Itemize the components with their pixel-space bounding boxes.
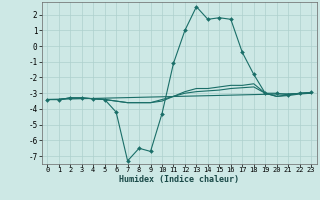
X-axis label: Humidex (Indice chaleur): Humidex (Indice chaleur): [119, 175, 239, 184]
